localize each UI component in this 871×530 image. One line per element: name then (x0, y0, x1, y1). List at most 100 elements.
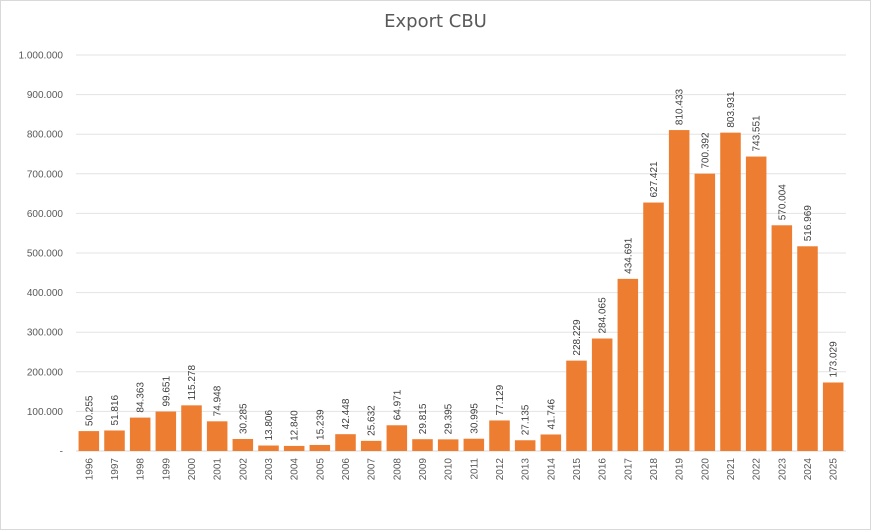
bar-2018 (643, 202, 664, 451)
bar-2014 (540, 434, 562, 451)
data-label-1999: 99.651 (161, 376, 172, 407)
bar-2001 (206, 421, 228, 451)
x-tick-label: 2001 (213, 458, 224, 481)
y-axis-ticks: - 100.000 200.000 300.000 400.000 500.000 600.… (19, 51, 64, 458)
data-label-2025: 173.029 (829, 341, 840, 378)
data-label-2016: 284.065 (598, 297, 609, 334)
data-label-2020: 700.392 (700, 132, 711, 169)
x-tick-label: 2005 (315, 458, 326, 481)
bar-2022 (745, 156, 767, 451)
bar-2003 (258, 445, 279, 451)
bar-2008 (386, 425, 408, 451)
data-label-2003: 13.806 (264, 410, 275, 441)
data-label-2013: 27.135 (521, 404, 532, 435)
bars (78, 130, 844, 452)
bar-2025 (822, 382, 844, 451)
data-label-2015: 228.229 (572, 319, 583, 356)
y-tick-label: - (60, 447, 63, 458)
y-tick-label: 100.000 (27, 407, 64, 418)
x-tick-label: 2024 (803, 458, 814, 481)
x-tick-label: 2008 (392, 458, 403, 481)
data-label-2002: 30.285 (238, 403, 249, 434)
x-tick-label: 2009 (418, 458, 429, 481)
bar-1998 (129, 417, 151, 451)
x-tick-label: 2002 (238, 458, 249, 481)
x-axis-ticks: 1996 1997 1998 1999 2000 2001 2002 2003 2004 2005… (84, 458, 839, 481)
x-tick-label: 2017 (623, 458, 634, 481)
data-label-1996: 50.255 (84, 395, 95, 426)
x-tick-label: 2003 (264, 458, 275, 481)
y-tick-label: 1.000.000 (19, 51, 64, 62)
bar-2017 (617, 278, 639, 451)
data-label-2012: 77.129 (495, 384, 506, 415)
bar-2006 (335, 434, 356, 451)
chart-title: Export CBU (384, 11, 487, 32)
x-tick-label: 1998 (136, 458, 147, 481)
x-tick-label: 2015 (572, 458, 583, 481)
x-tick-label: 1996 (84, 458, 95, 481)
data-label-2014: 41.746 (546, 398, 557, 429)
bar-1997 (104, 430, 125, 451)
data-label-2004: 12.840 (290, 410, 301, 441)
data-label-2007: 25.632 (367, 405, 378, 436)
data-label-2023: 570.004 (777, 184, 788, 221)
data-label-2010: 29.395 (444, 403, 455, 434)
data-label-2006: 42.448 (341, 398, 352, 429)
bar-2023 (771, 225, 793, 451)
x-tick-label: 2007 (367, 458, 378, 481)
bar-2007 (360, 440, 382, 451)
y-tick-label: 800.000 (27, 130, 64, 141)
y-tick-label: 300.000 (27, 328, 64, 339)
data-label-2019: 810.433 (675, 88, 686, 125)
y-tick-label: 900.000 (27, 90, 64, 101)
data-label-1998: 84.363 (136, 382, 147, 413)
x-tick-label: 2013 (521, 458, 532, 481)
bar-2010 (437, 439, 459, 451)
data-label-2005: 15.239 (315, 409, 326, 440)
bar-1996 (78, 431, 100, 451)
data-label-2017: 434.691 (623, 237, 634, 274)
bar-2000 (181, 405, 202, 451)
y-tick-label: 500.000 (27, 249, 64, 260)
x-tick-label: 1999 (161, 458, 172, 481)
x-tick-label: 2019 (675, 458, 686, 481)
x-tick-label: 2016 (598, 458, 609, 481)
x-tick-label: 2021 (726, 458, 737, 481)
bar-2015 (566, 360, 587, 451)
data-label-2001: 74.948 (213, 385, 224, 416)
x-tick-label: 2014 (546, 458, 557, 481)
data-label-2021: 803.931 (726, 91, 737, 128)
bar-2016 (591, 338, 613, 451)
bar-2012 (489, 420, 510, 451)
x-tick-label: 2011 (469, 458, 480, 480)
bar-2019 (668, 130, 690, 451)
x-tick-label: 2025 (829, 458, 840, 481)
bar-2024 (797, 246, 818, 451)
x-tick-label: 2012 (495, 458, 506, 481)
data-label-2009: 29.815 (418, 403, 429, 434)
data-label-2008: 64.971 (392, 389, 403, 420)
data-label-1997: 51.816 (110, 394, 121, 425)
bar-2013 (514, 440, 536, 451)
y-tick-label: 200.000 (27, 367, 64, 378)
data-label-2024: 516.969 (803, 205, 814, 242)
x-tick-label: 2004 (290, 458, 301, 481)
x-tick-label: 1997 (110, 458, 121, 481)
x-tick-label: 2006 (341, 458, 352, 481)
x-tick-label: 2018 (649, 458, 660, 481)
data-label-2022: 743.551 (752, 115, 763, 152)
bar-2020 (694, 173, 716, 451)
gridlines (76, 54, 846, 452)
x-tick-label: 2022 (752, 458, 763, 481)
x-tick-label: 2023 (777, 458, 788, 481)
y-tick-label: 600.000 (27, 209, 64, 220)
bar-2004 (283, 445, 305, 451)
data-label-2011: 30.995 (469, 403, 480, 434)
bar-2009 (412, 439, 433, 451)
bar-2002 (232, 439, 254, 451)
y-tick-label: 700.000 (27, 169, 64, 180)
x-tick-label: 2020 (700, 458, 711, 481)
data-label-2018: 627.421 (649, 161, 660, 198)
